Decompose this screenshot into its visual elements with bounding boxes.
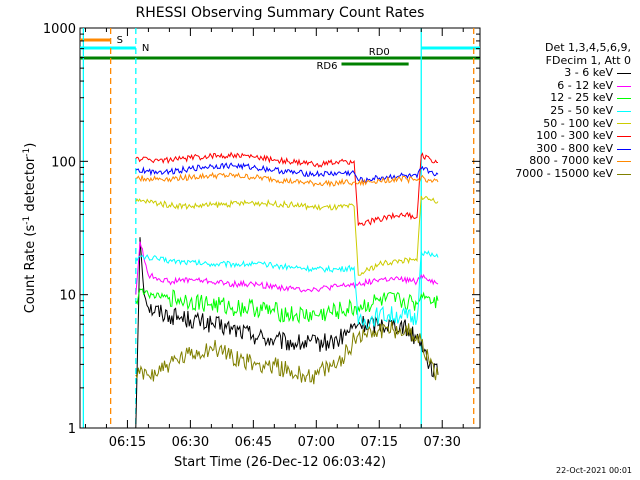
series-line-0 [135,237,439,429]
flag-bars: S N RD0 RD6 [80,35,480,72]
y-axis-label-sup1: -1 [22,216,32,225]
legend-swatch [617,161,631,163]
flag-label-s: S [117,35,123,46]
x-tick-label: 07:00 [298,435,335,450]
legend-header-2: FDecim 1, Att 0 [545,53,631,67]
x-axis-label: Start Time (26-Dec-12 06:03:42) [174,455,386,470]
y-axis-label: Count Rate (s-1 detector-1) [22,143,38,314]
legend-entry-label: 25 - 50 keV [550,103,613,117]
series-line-7 [135,171,439,188]
legend-entries: 3 - 6 keV 6 - 12 keV 12 - 25 keV 25 - 50 ke… [486,67,631,180]
legend-entry: 3 - 6 keV [486,67,631,80]
legend-entry: 25 - 50 keV [486,103,631,118]
legend-swatch [617,173,631,175]
x-tick-label: 06:45 [235,435,272,450]
legend-entry: 12 - 25 keV [486,92,631,105]
legend-entry-label: 3 - 6 keV [564,66,613,80]
legend-swatch [617,123,631,125]
x-axis-ticks: 06:15 06:30 06:45 07:00 07:15 07:30 [84,28,464,450]
legend-entry-label: 300 - 800 keV [536,141,613,155]
legend-entry: 300 - 800 keV [486,141,631,156]
flag-label-n: N [142,43,149,54]
y-tick-label: 100 [51,155,76,170]
legend-entry-label: 7000 - 15000 keV [515,166,613,180]
legend-swatch [617,135,631,137]
legend: Det 1,3,4,5,6,9, FDecim 1, Att 0 3 - 6 k… [486,41,631,181]
legend-swatch [617,72,631,74]
y-tick-label: 10 [59,289,76,304]
y-tick-label: 1000 [43,22,76,37]
legend-swatch [617,85,631,87]
legend-swatch [617,98,631,100]
legend-entry-label: 800 - 7000 keV [529,154,613,168]
series-line-4 [135,195,439,276]
legend-header-1: Det 1,3,4,5,6,9, [544,41,631,54]
flag-label-rd0: RD0 [369,47,390,58]
series-line-2 [135,288,439,324]
y-axis-label-end: ) [23,143,38,148]
legend-swatch [617,110,631,112]
legend-entry-label: 50 - 100 keV [543,116,613,130]
series-line-3 [135,250,439,329]
legend-swatch [617,148,631,150]
legend-entry-label: 6 - 12 keV [557,78,613,92]
x-tick-label: 07:15 [361,435,398,450]
y-axis-label-mid: detector [23,156,38,216]
chart-title: RHESSI Observing Summary Count Rates [136,5,425,21]
y-axis-label-sup2: -1 [22,148,32,157]
footer-date: 22-Oct-2021 00:01 [556,466,632,475]
series-line-1 [135,241,439,295]
x-tick-label: 07:30 [423,435,460,450]
series-line-8 [135,321,439,385]
y-axis-ticks: 1 10 100 1000 [43,22,480,437]
legend-entry: 100 - 300 keV [486,130,631,143]
plot-frame [79,27,481,429]
flag-label-rd6: RD6 [316,61,337,72]
legend-entry: 50 - 100 keV [486,116,631,131]
legend-entry-label: 100 - 300 keV [536,129,613,143]
legend-entry-label: 12 - 25 keV [550,91,613,105]
series-line-5 [135,151,438,226]
y-axis-label-main: Count Rate (s [23,225,38,314]
vertical-markers [82,28,475,428]
legend-entry: 6 - 12 keV [486,78,631,93]
x-tick-label: 06:15 [109,435,146,450]
legend-entry: 800 - 7000 keV [486,155,631,168]
x-tick-label: 06:30 [172,435,209,450]
y-tick-label: 1 [68,422,76,437]
data-series [135,151,439,429]
legend-entry: 7000 - 15000 keV [486,166,631,181]
